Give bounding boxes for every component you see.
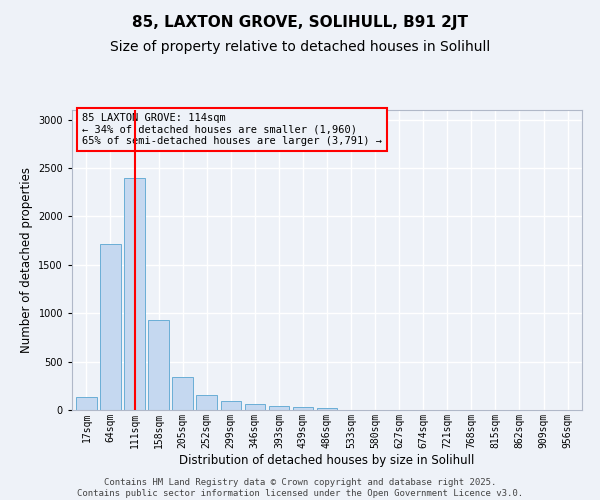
Bar <box>172 377 193 410</box>
Text: 85, LAXTON GROVE, SOLIHULL, B91 2JT: 85, LAXTON GROVE, SOLIHULL, B91 2JT <box>132 15 468 30</box>
Bar <box>317 408 337 410</box>
Y-axis label: Number of detached properties: Number of detached properties <box>20 167 32 353</box>
Bar <box>124 178 145 410</box>
Text: Contains HM Land Registry data © Crown copyright and database right 2025.
Contai: Contains HM Land Registry data © Crown c… <box>77 478 523 498</box>
X-axis label: Distribution of detached houses by size in Solihull: Distribution of detached houses by size … <box>179 454 475 466</box>
Bar <box>196 396 217 410</box>
Bar <box>269 406 289 410</box>
Bar <box>76 398 97 410</box>
Bar <box>100 244 121 410</box>
Bar <box>148 320 169 410</box>
Bar <box>221 402 241 410</box>
Text: 85 LAXTON GROVE: 114sqm
← 34% of detached houses are smaller (1,960)
65% of semi: 85 LAXTON GROVE: 114sqm ← 34% of detache… <box>82 113 382 146</box>
Bar <box>293 406 313 410</box>
Text: Size of property relative to detached houses in Solihull: Size of property relative to detached ho… <box>110 40 490 54</box>
Bar <box>245 404 265 410</box>
